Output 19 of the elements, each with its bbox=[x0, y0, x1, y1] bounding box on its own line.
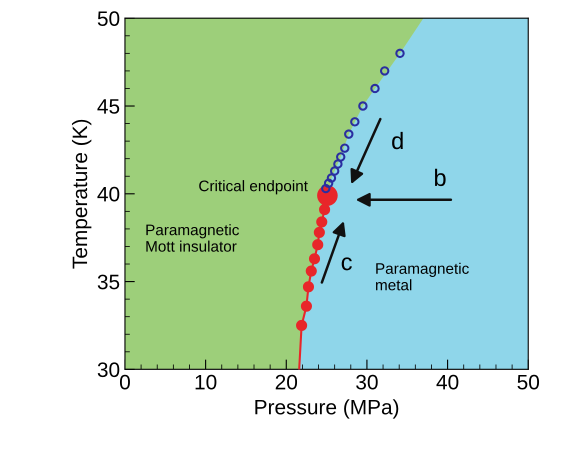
x-tick-label: 0 bbox=[120, 374, 130, 390]
x-tick-label: 30 bbox=[356, 374, 378, 390]
y-axis-title: Temperature (K) bbox=[72, 120, 92, 269]
y-tick-label: 45 bbox=[97, 99, 120, 114]
annotation: Critical endpoint bbox=[199, 180, 308, 194]
x-tick-label: 20 bbox=[276, 374, 298, 390]
x-tick-label: 10 bbox=[196, 374, 216, 390]
annotation: b bbox=[434, 168, 446, 186]
y-tick-label: 30 bbox=[98, 362, 120, 378]
annotation: d bbox=[392, 132, 403, 150]
y-tick-label: 50 bbox=[98, 11, 120, 26]
y-tick-label: 35 bbox=[98, 274, 120, 290]
y-tick-label: 40 bbox=[97, 186, 120, 202]
x-tick-label: 40 bbox=[436, 374, 458, 390]
x-axis-title: Pressure (MPa) bbox=[255, 399, 398, 419]
annotation: c bbox=[342, 257, 352, 270]
annotation: Paramagnetic metal bbox=[376, 262, 469, 290]
annotation: Paramagnetic Mott insulator bbox=[146, 224, 239, 252]
x-tick-label: 50 bbox=[517, 374, 540, 390]
